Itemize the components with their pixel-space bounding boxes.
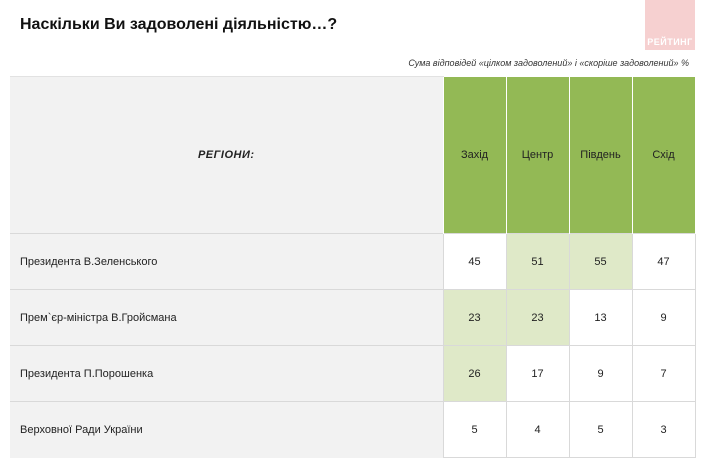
column-header-pivden: Південь xyxy=(568,76,633,234)
value-cell: 51 xyxy=(505,233,570,290)
column-header-tsentr: Центр xyxy=(505,76,570,234)
chart-title: Наскільки Ви задоволені діяльністю…? xyxy=(20,16,338,33)
value-cell: 55 xyxy=(568,233,633,290)
row-label: Верховної Ради України xyxy=(10,401,443,458)
value-cell: 5 xyxy=(442,401,507,458)
value-cell: 23 xyxy=(505,289,570,346)
logo-text: РЕЙТИНГ xyxy=(647,37,693,47)
chart-note: Сума відповідей «цілком задоволений» і «… xyxy=(408,58,689,68)
value-cell: 17 xyxy=(505,345,570,402)
value-cell: 7 xyxy=(631,345,696,402)
row-label: Президента П.Порошенка xyxy=(10,345,443,402)
table-row: Президента В.Зеленського 45 51 55 47 xyxy=(10,233,696,290)
value-cell: 13 xyxy=(568,289,633,346)
logo-icon: РЕЙТИНГ xyxy=(645,0,695,50)
value-cell: 9 xyxy=(631,289,696,346)
value-cell: 5 xyxy=(568,401,633,458)
table-row: Верховної Ради України 5 4 5 3 xyxy=(10,401,696,458)
value-cell: 4 xyxy=(505,401,570,458)
row-header-label: РЕГІОНИ: xyxy=(10,76,443,234)
data-table: РЕГІОНИ: Захід Центр Південь Схід Презид… xyxy=(10,76,696,458)
value-cell: 23 xyxy=(442,289,507,346)
value-cell: 47 xyxy=(631,233,696,290)
value-cell: 45 xyxy=(442,233,507,290)
column-header-skhid: Схід xyxy=(631,76,696,234)
row-label: Президента В.Зеленського xyxy=(10,233,443,290)
table-row: Президента П.Порошенка 26 17 9 7 xyxy=(10,345,696,402)
value-cell: 9 xyxy=(568,345,633,402)
table-row: Прем`єр-міністра В.Гройсмана 23 23 13 9 xyxy=(10,289,696,346)
column-header-zakhid: Захід xyxy=(442,76,507,234)
row-label: Прем`єр-міністра В.Гройсмана xyxy=(10,289,443,346)
value-cell: 3 xyxy=(631,401,696,458)
header-row: РЕГІОНИ: Захід Центр Південь Схід xyxy=(10,76,696,234)
value-cell: 26 xyxy=(442,345,507,402)
